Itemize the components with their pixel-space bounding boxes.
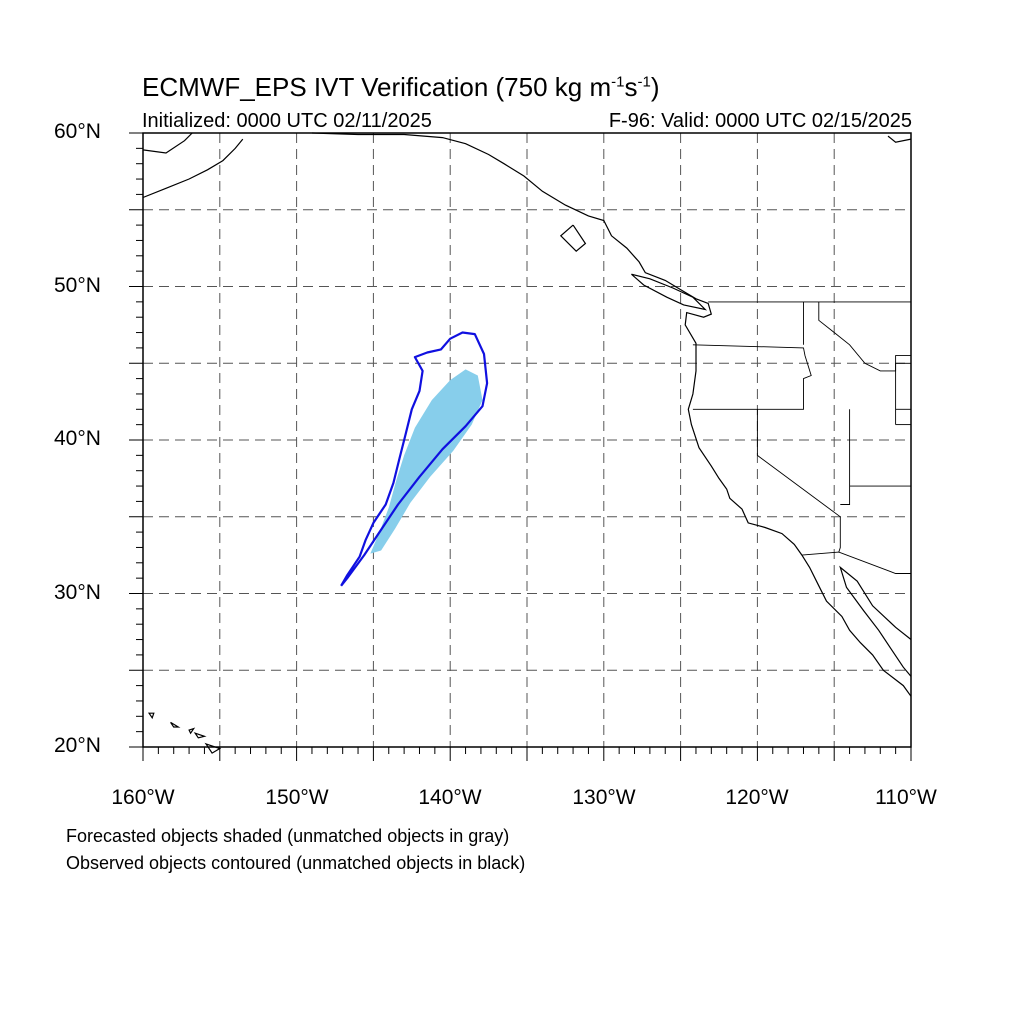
island xyxy=(188,727,196,735)
observed-ivt-contour xyxy=(340,331,489,587)
grid-lines xyxy=(143,133,911,747)
lon-label-120w: 120°W xyxy=(725,786,789,809)
forecast-ivt-object xyxy=(370,369,483,554)
coastline xyxy=(839,565,912,677)
legend-observed-note: Observed objects contoured (unmatched ob… xyxy=(66,853,526,873)
initialized-time: Initialized: 0000 UTC 02/11/2025 xyxy=(142,110,432,132)
lon-label-140w: 140°W xyxy=(418,786,482,809)
map-title: ECMWF_EPS IVT Verification (750 kg m-1s-… xyxy=(142,72,660,102)
valid-time: F-96: Valid: 0000 UTC 02/15/2025 xyxy=(608,110,912,132)
coastline xyxy=(887,135,912,143)
lat-label-30: 30°N xyxy=(54,581,101,604)
island xyxy=(193,732,207,739)
coastlines xyxy=(142,132,912,754)
island xyxy=(170,721,181,728)
lat-label-40: 40°N xyxy=(54,427,101,450)
plot-frame xyxy=(142,132,912,748)
state-border xyxy=(840,409,851,505)
lat-label-50: 50°N xyxy=(54,274,101,297)
lat-label-20: 20°N xyxy=(54,734,101,757)
forecast-objects xyxy=(370,369,483,554)
political-borders xyxy=(692,301,911,574)
coastline xyxy=(311,132,912,697)
coastline xyxy=(559,224,587,253)
observed-objects xyxy=(340,331,489,587)
lon-label-160w: 160°W xyxy=(111,786,175,809)
lon-label-130w: 130°W xyxy=(572,786,636,809)
lat-label-60: 60°N xyxy=(54,120,101,143)
state-border xyxy=(818,301,911,372)
coastline xyxy=(631,273,708,311)
axis-ticks xyxy=(129,132,912,761)
island xyxy=(147,712,155,720)
coastline xyxy=(142,132,193,154)
legend-forecast-note: Forecasted objects shaded (unmatched obj… xyxy=(66,826,510,846)
state-border xyxy=(756,409,841,553)
coastline xyxy=(142,138,244,199)
lon-label-150w: 150°W xyxy=(265,786,329,809)
state-border xyxy=(801,551,911,574)
lon-label-110w: 110°W xyxy=(875,786,937,809)
island xyxy=(204,742,222,754)
state-border xyxy=(692,344,812,410)
